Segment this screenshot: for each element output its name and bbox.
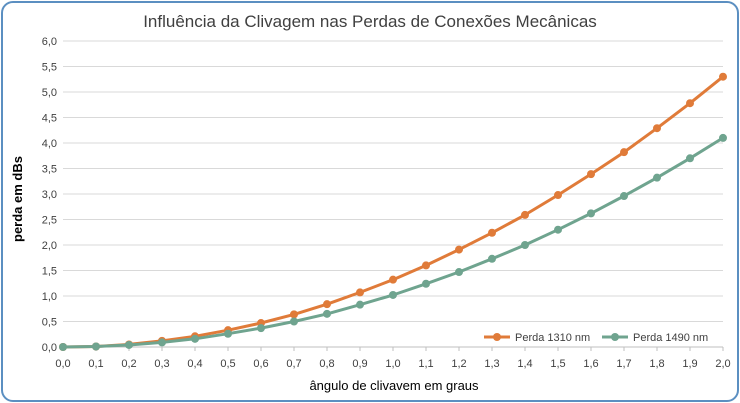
x-tick-label: 2,0: [715, 358, 730, 370]
data-point: [488, 228, 496, 237]
x-tick-label: 0,9: [352, 358, 367, 370]
x-axis-title: ângulo de clivavem em graus: [309, 378, 479, 393]
data-point: [587, 170, 595, 179]
y-axis-ticks: 0,0 0,5 1,0 1,5 2,0 2,5 3,0 3,5 4,0 4,5 5,0 5,5 6,0: [42, 36, 57, 354]
data-point: [422, 279, 430, 288]
legend-marker: [611, 333, 619, 341]
x-tick-label: 1,9: [682, 358, 697, 370]
data-point: [125, 340, 133, 349]
x-tick-label: 1,5: [550, 358, 565, 370]
x-tick-label: 0,7: [286, 358, 301, 370]
x-axis-ticks: 0,0 0,1 0,2 0,3 0,4 0,5 0,6 0,7 0,8 0,9 1,0 1,1 1,2 1…: [55, 347, 731, 370]
x-tick-label: 0,1: [88, 358, 103, 370]
y-tick-label: 5,5: [42, 62, 57, 74]
data-point: [323, 300, 331, 309]
y-tick-label: 5,0: [42, 87, 57, 99]
series-line: [62, 136, 724, 349]
x-tick-label: 1,2: [451, 358, 466, 370]
y-tick-label: 2,5: [42, 215, 57, 227]
data-point: [422, 261, 430, 270]
legend-label: Perda 1310 nm: [515, 332, 590, 344]
data-point: [290, 317, 298, 326]
data-point: [92, 342, 100, 351]
data-point: [719, 72, 727, 81]
x-tick-label: 1,7: [616, 358, 631, 370]
y-tick-label: 2,0: [42, 240, 57, 252]
chart-title: Influência da Clivagem nas Perdas de Con…: [143, 12, 597, 31]
x-tick-label: 0,2: [121, 358, 136, 370]
data-point: [587, 209, 595, 218]
data-point: [521, 210, 529, 219]
y-tick-label: 1,5: [42, 266, 57, 278]
y-tick-label: 6,0: [42, 36, 57, 48]
data-point: [719, 133, 727, 142]
y-tick-label: 3,5: [42, 164, 57, 176]
data-point: [389, 275, 397, 284]
series-2: [59, 133, 727, 351]
data-point: [686, 99, 694, 108]
data-point: [455, 245, 463, 254]
series-group: [59, 72, 727, 351]
data-point: [620, 192, 628, 201]
x-tick-label: 1,1: [418, 358, 433, 370]
data-point: [158, 338, 166, 347]
y-axis-title: perda em dBs: [10, 156, 25, 242]
data-point: [455, 268, 463, 277]
x-tick-label: 1,8: [649, 358, 664, 370]
data-point: [521, 241, 529, 249]
data-point: [554, 225, 562, 234]
x-tick-label: 1,3: [484, 358, 499, 370]
y-tick-label: 0,0: [42, 342, 57, 354]
x-tick-label: 0,3: [154, 358, 169, 370]
data-point: [653, 173, 661, 182]
data-point: [191, 334, 199, 343]
y-tick-label: 0,5: [42, 317, 57, 329]
grid-lines: [63, 40, 723, 348]
data-point: [653, 124, 661, 133]
data-point: [686, 154, 694, 163]
data-point: [356, 300, 364, 309]
data-point: [554, 191, 562, 200]
data-point: [356, 288, 364, 297]
data-point: [389, 290, 397, 299]
x-tick-label: 0,0: [55, 358, 70, 370]
series-1: [59, 72, 727, 351]
x-tick-label: 0,4: [187, 358, 202, 370]
x-tick-label: 1,4: [517, 358, 532, 370]
y-tick-label: 1,0: [42, 291, 57, 303]
x-tick-label: 0,6: [253, 358, 268, 370]
data-point: [323, 309, 331, 318]
y-tick-label: 3,0: [42, 189, 57, 201]
x-tick-label: 1,6: [583, 358, 598, 370]
data-point: [257, 324, 265, 333]
x-tick-label: 0,8: [319, 358, 334, 370]
y-tick-label: 4,0: [42, 138, 57, 150]
legend-label: Perda 1490 nm: [633, 332, 708, 344]
data-point: [488, 254, 496, 263]
data-point: [59, 343, 67, 351]
y-tick-label: 4,5: [42, 113, 57, 125]
data-point: [290, 310, 298, 319]
data-point: [620, 148, 628, 157]
legend: Perda 1310 nm Perda 1490 nm: [484, 332, 708, 344]
x-tick-label: 1,0: [385, 358, 400, 370]
x-tick-label: 0,5: [220, 358, 235, 370]
legend-marker: [493, 333, 501, 341]
data-point: [224, 329, 232, 338]
